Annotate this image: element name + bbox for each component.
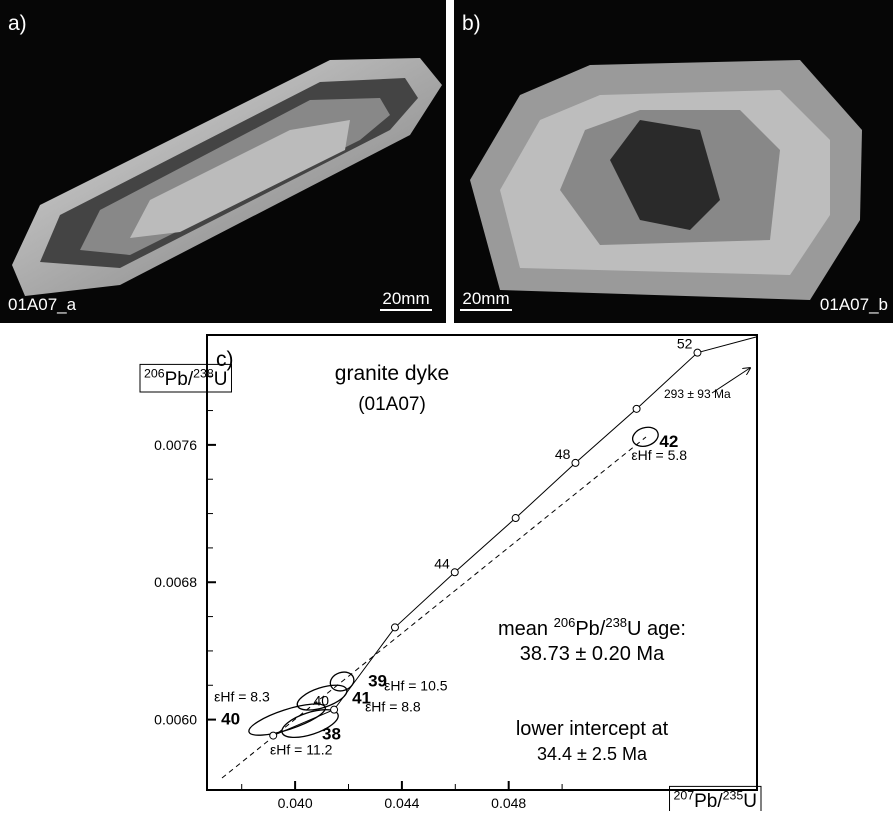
- concordia-point: [512, 515, 519, 522]
- mean-age-label-part: U age:: [627, 618, 686, 640]
- x-axis-label-part: Pb/: [694, 791, 723, 811]
- panel-label: a): [8, 12, 27, 35]
- error-ellipse: [630, 424, 661, 449]
- age-label: 44: [434, 555, 450, 571]
- concordia-point: [451, 569, 458, 576]
- x-tick-label: 0.044: [384, 795, 419, 811]
- y-tick-label: 0.0060: [154, 712, 197, 728]
- y-axis-label: 206Pb/238U: [144, 366, 227, 390]
- mean-age-label-part: 206: [554, 615, 576, 630]
- sample-number: 40: [221, 710, 240, 729]
- concordia-point: [331, 706, 338, 713]
- page: a) 01A07_a 20mm b) 20mm 01A07_b c) grani…: [0, 0, 893, 811]
- panel-label: c): [216, 348, 234, 371]
- x-tick-label: 0.040: [278, 795, 313, 811]
- age-label: 48: [555, 446, 571, 462]
- mean-age-label-part: Pb/: [575, 618, 605, 640]
- panel-label: b): [462, 12, 481, 35]
- concordia-point: [270, 732, 277, 739]
- x-axis-label-part: 207: [674, 788, 695, 802]
- hf-label: εHf = 11.2: [270, 742, 333, 758]
- y-axis-label-part: 206: [144, 366, 165, 380]
- hf-label: εHf = 8.8: [365, 699, 421, 715]
- hf-label: εHf = 8.3: [214, 689, 270, 705]
- discordia-label: 293 ± 93 Ma: [664, 387, 731, 401]
- concordia-point: [633, 405, 640, 412]
- hf-label: εHf = 5.8: [631, 447, 687, 463]
- y-tick-label: 0.0068: [154, 574, 197, 590]
- scale-label: 20mm: [382, 289, 429, 308]
- concordia-point: [391, 624, 398, 631]
- sample-label: 01A07_b: [820, 295, 888, 314]
- y-tick-label: 0.0076: [154, 437, 197, 453]
- intercept-text: lower intercept at: [516, 718, 669, 740]
- concordia-point: [694, 349, 701, 356]
- mean-age-label-part: 238: [605, 615, 627, 630]
- intercept-text: 34.4 ± 2.5 Ma: [537, 744, 648, 764]
- age-label: 52: [677, 336, 693, 352]
- chart-subtitle: (01A07): [358, 394, 426, 415]
- y-axis-label-part: U: [214, 369, 228, 390]
- x-tick-label: 0.048: [491, 795, 526, 811]
- x-axis-label-part: 235: [723, 788, 744, 802]
- age-label: 40: [314, 693, 330, 709]
- mean-age-value: 38.73 ± 0.20 Ma: [520, 643, 665, 665]
- y-axis-label-part: Pb/: [165, 369, 194, 390]
- concordia-point: [572, 459, 579, 466]
- hf-label: εHf = 10.5: [384, 677, 448, 693]
- x-axis-label: 207Pb/235U: [674, 788, 757, 811]
- y-axis-label-part: 238: [193, 366, 214, 380]
- zircon-b: [470, 60, 862, 300]
- chart-title: granite dyke: [335, 362, 449, 385]
- scale-label: 20mm: [462, 289, 509, 308]
- figure: a) 01A07_a 20mm b) 20mm 01A07_b c) grani…: [0, 0, 893, 811]
- sample-label: 01A07_a: [8, 295, 77, 314]
- x-axis-label-part: U: [743, 791, 757, 811]
- mean-age-label: mean 206Pb/238U age:: [498, 615, 686, 640]
- mean-age-label-part: mean: [498, 618, 554, 640]
